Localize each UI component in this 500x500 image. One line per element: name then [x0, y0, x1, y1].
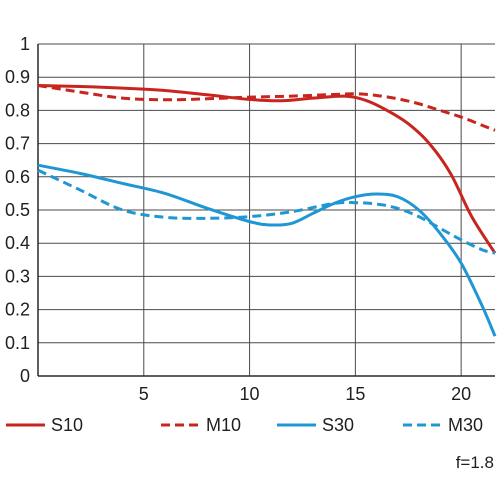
y-tick-label: 0.8 [5, 100, 30, 120]
y-tick-label: 0.2 [5, 300, 30, 320]
y-tick-label: 0.3 [5, 266, 30, 286]
y-tick-label: 0.1 [5, 333, 30, 353]
series-line-s10 [37, 84, 497, 254]
legend-label-s10: S10 [51, 415, 83, 435]
legend-label-s30: S30 [322, 415, 354, 435]
y-tick-label: 0.5 [5, 200, 30, 220]
y-tick-label: 0.9 [5, 67, 30, 87]
legend-label-m10: M10 [206, 415, 241, 435]
legend: S10 M10 S30 M30 [6, 415, 483, 435]
plot-area: 00.10.20.30.40.50.60.70.80.915 10 15 20 [5, 34, 497, 404]
x-tick-label: 15 [345, 384, 365, 404]
y-tick-label: 0.6 [5, 167, 30, 187]
series-line-m30 [37, 168, 496, 255]
aperture-note: f=1.8 [456, 453, 494, 472]
y-tick-label: 1 [20, 34, 30, 54]
x-tick-label: 10 [240, 384, 260, 404]
x-tick-label: 20 [451, 384, 471, 404]
series-line-m10 [37, 84, 496, 132]
y-tick-label: 0 [20, 366, 30, 386]
series-line-s30 [37, 163, 497, 337]
x-tick-label: 5 [139, 384, 149, 404]
y-tick-label: 0.4 [5, 233, 30, 253]
y-tick-label: 0.7 [5, 134, 30, 154]
legend-label-m30: M30 [448, 415, 483, 435]
